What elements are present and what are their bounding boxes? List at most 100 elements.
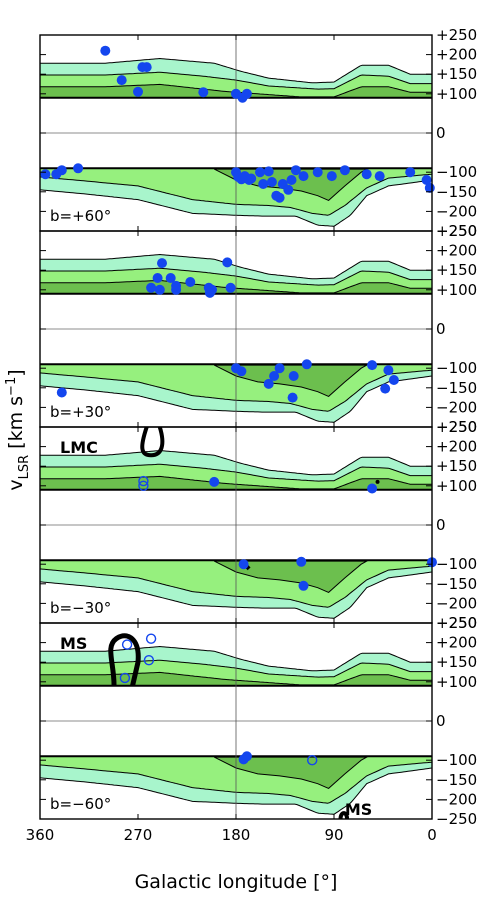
data-point-open <box>307 755 318 766</box>
data-point-filled <box>165 273 176 283</box>
y-axis-title: vLSR [km s−1] <box>4 369 32 490</box>
data-point-filled <box>287 392 298 403</box>
data-point-open <box>121 639 133 650</box>
data-point-filled <box>263 166 274 177</box>
y-tick-label: 0 <box>436 124 446 142</box>
data-point-filled <box>56 387 67 398</box>
data-point-filled <box>40 169 51 180</box>
band-negative-dark <box>213 756 369 789</box>
y-tick-label: −250 <box>436 222 477 240</box>
y-tick-label: +100 <box>436 673 477 691</box>
y-tick-label: +200 <box>436 46 477 64</box>
band-positive-dark <box>39 475 433 491</box>
data-point-filled <box>421 175 432 185</box>
y-tick-label: +150 <box>436 65 477 83</box>
panel-1: +250 +200+150 +100 0 −100 −150−200 −250 b=+60° <box>39 26 477 240</box>
y-tick-label: +250 <box>436 418 477 436</box>
data-point-filled <box>269 371 280 381</box>
y-tick-label: −250 <box>436 418 477 436</box>
panel-latitude-label: b=+30° <box>50 403 111 421</box>
band-positive-dark <box>39 671 433 687</box>
y-axis-title-exp: −1 <box>4 377 19 396</box>
y-tick-label: +150 <box>436 457 477 475</box>
data-point-filled <box>380 383 391 394</box>
data-point-filled <box>146 282 157 293</box>
data-point-filled <box>241 88 252 99</box>
panel-3: +200+150+1000−100−150−200−250+250b=−30°L… <box>39 418 477 632</box>
data-point-filled <box>405 167 416 178</box>
data-point-filled <box>236 366 247 377</box>
data-point-open <box>138 475 149 487</box>
labels-layer: 360 270 180 90 0 Galactic longitude [°] vLSR [… <box>4 369 437 893</box>
data-point-open <box>138 480 149 491</box>
data-point-filled <box>185 277 196 287</box>
y-tick-label: +250 <box>436 614 477 632</box>
y-tick-label: 0 <box>436 516 446 534</box>
lmc-contour <box>140 426 165 458</box>
band-positive-dark <box>39 279 433 295</box>
y-tick-label: −150 <box>436 183 477 201</box>
contour-dot <box>375 479 380 484</box>
y-tick-label: +100 <box>436 85 477 103</box>
y-axis-title-close: ] <box>5 369 27 376</box>
y-tick-label: +150 <box>436 653 477 671</box>
data-point-filled <box>388 375 399 385</box>
data-point-filled <box>56 165 67 176</box>
y-tick-label: +200 <box>436 634 477 652</box>
y-tick-label: +100 <box>436 477 477 495</box>
data-point-filled <box>312 167 323 178</box>
data-point-open <box>145 633 157 644</box>
y-tick-label: −100 <box>436 163 477 181</box>
ms-contour <box>108 633 141 687</box>
data-point-filled <box>157 258 167 269</box>
y-tick-label: +150 <box>436 261 477 279</box>
data-point-filled <box>361 169 372 180</box>
x-tick-label: 180 <box>222 826 251 844</box>
data-point-filled <box>367 483 378 494</box>
data-point-filled <box>207 284 217 295</box>
data-point-open <box>119 672 131 684</box>
y-tick-label: −100 <box>436 751 477 769</box>
data-point-filled <box>73 163 84 174</box>
data-point-filled <box>383 365 394 376</box>
data-point-filled <box>209 476 220 487</box>
x-tick-label: 270 <box>124 826 153 844</box>
data-point-filled <box>241 751 252 762</box>
data-point-filled <box>288 371 299 381</box>
data-point-open <box>143 655 155 666</box>
y-tick-label: +200 <box>436 438 477 456</box>
band-negative-dark <box>213 364 369 397</box>
y-tick-label: +250 <box>436 26 477 44</box>
region-label-2: MS <box>345 800 372 819</box>
data-point-filled <box>274 192 285 203</box>
y-axis-title-unit: [km s <box>5 396 27 455</box>
panel-latitude-label: b=−60° <box>50 795 111 813</box>
data-point-filled <box>283 184 294 195</box>
y-tick-label: −100 <box>436 555 477 573</box>
y-tick-label: 0 <box>436 712 446 730</box>
region-label: LMC <box>60 438 98 457</box>
data-point-filled <box>198 87 209 98</box>
y-axis-title-main: v <box>5 479 27 490</box>
data-point-filled <box>246 173 257 184</box>
data-point-filled <box>296 556 307 567</box>
data-point-filled <box>152 273 163 283</box>
panel-latitude-label: b=+60° <box>50 207 111 225</box>
data-point-filled <box>141 62 152 73</box>
y-axis-title-sub: LSR <box>17 455 32 480</box>
data-point-filled <box>367 360 378 371</box>
x-tick-label: 90 <box>324 826 343 844</box>
y-tick-label: −150 <box>436 379 477 397</box>
y-tick-label: +100 <box>436 281 477 299</box>
data-point-filled <box>238 559 249 570</box>
data-point-filled <box>100 45 111 56</box>
y-tick-label: −250 <box>436 810 477 828</box>
data-point-filled <box>298 580 309 591</box>
data-point-filled <box>171 284 182 295</box>
y-tick-label: −200 <box>436 790 477 808</box>
data-point-filled <box>255 167 265 178</box>
data-point-filled <box>225 282 236 293</box>
data-point-filled <box>301 359 312 370</box>
